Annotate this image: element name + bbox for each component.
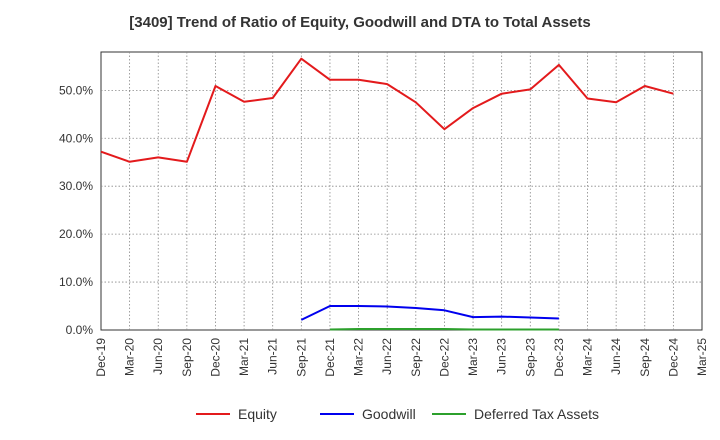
x-tick-label: Jun-23	[495, 338, 509, 375]
y-tick-label: 40.0%	[59, 131, 93, 145]
x-tick-label: Mar-21	[237, 338, 251, 376]
plot-frame	[100, 51, 703, 331]
chart-title: [3409] Trend of Ratio of Equity, Goodwil…	[129, 14, 591, 31]
x-tick-label: Dec-21	[323, 338, 337, 377]
y-tick-label: 10.0%	[59, 275, 93, 289]
x-tick-label: Sep-24	[638, 338, 652, 377]
equity-series-line	[100, 57, 674, 163]
x-tick-label: Dec-19	[94, 338, 108, 377]
y-tick-label: 30.0%	[59, 179, 93, 193]
y-tick-label: 20.0%	[59, 227, 93, 241]
x-tick-label: Mar-22	[352, 338, 366, 376]
x-tick-label: Mar-20	[123, 338, 137, 376]
x-tick-label: Sep-22	[409, 338, 423, 377]
x-tick-label: Dec-24	[666, 338, 680, 377]
x-tick-label: Jun-24	[609, 338, 623, 375]
x-tick-label: Jun-22	[380, 338, 394, 375]
series-layer	[100, 57, 674, 331]
goodwill-series-line	[300, 305, 559, 321]
x-tick-label: Dec-23	[552, 338, 566, 377]
deferred-tax-assets-legend-label: Deferred Tax Assets	[474, 406, 599, 422]
deferred-tax-assets-series-line	[329, 328, 559, 331]
x-tick-label: Jun-20	[151, 338, 165, 375]
grid-layer	[100, 51, 703, 331]
x-tick-label: Mar-23	[466, 338, 480, 376]
y-tick-label: 0.0%	[66, 323, 94, 337]
x-tick-label: Jun-21	[266, 338, 280, 375]
x-tick-label: Dec-22	[437, 338, 451, 377]
equity-legend-label: Equity	[238, 406, 277, 422]
x-tick-label: Mar-25	[695, 338, 709, 376]
x-tick-label: Sep-21	[294, 338, 308, 377]
x-tick-label: Sep-23	[523, 338, 537, 377]
x-tick-label: Sep-20	[180, 338, 194, 377]
x-tick-label: Mar-24	[581, 338, 595, 376]
goodwill-legend-label: Goodwill	[362, 406, 416, 422]
y-tick-label: 50.0%	[59, 83, 93, 97]
axis-layer: 0.0% 10.0% 20.0% 30.0% 40.0% 50.0% Dec-19 Mar-2…	[59, 83, 709, 376]
x-tick-label: Dec-20	[208, 338, 222, 377]
legend: Equity Goodwill Deferred Tax Assets	[196, 406, 599, 422]
